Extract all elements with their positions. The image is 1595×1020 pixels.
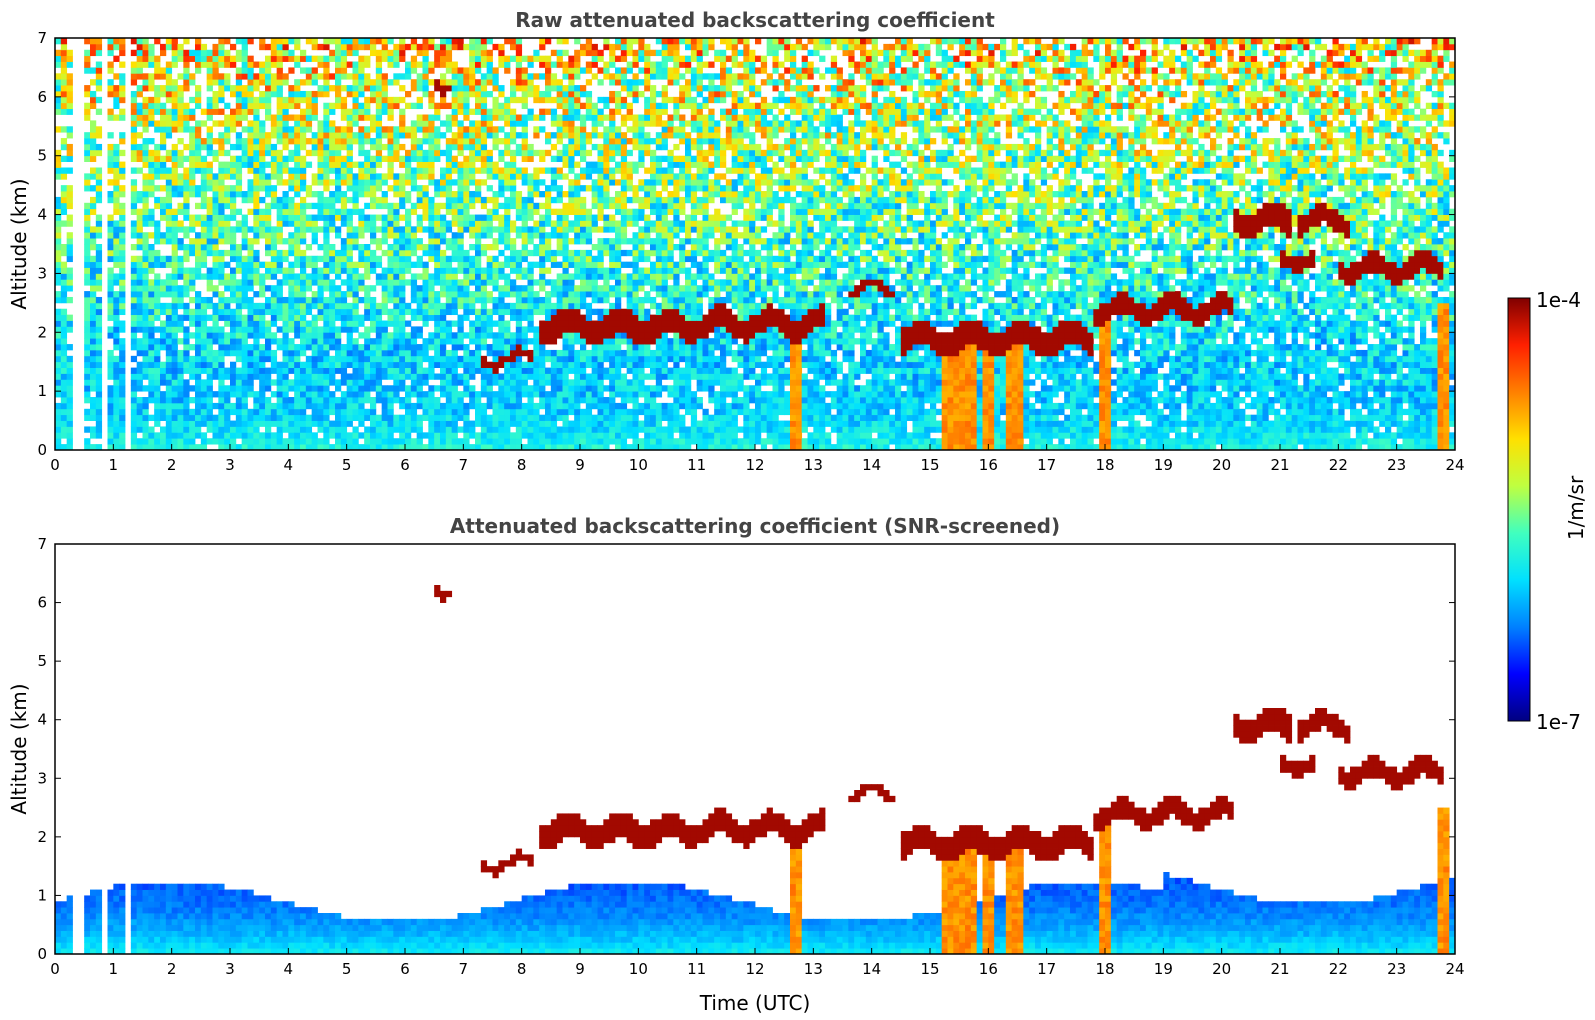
y-tick-label: 6 [37,594,47,612]
x-tick-label: 8 [517,960,527,978]
x-tick-label: 20 [1212,456,1231,474]
x-tick-label: 2 [167,960,177,978]
x-tick-label: 0 [50,456,60,474]
x-tick-label: 12 [745,456,764,474]
y-tick-label: 3 [37,264,47,282]
y-tick-label: 2 [37,828,47,846]
x-tick-label: 4 [284,960,294,978]
x-tick-label: 13 [804,456,823,474]
x-tick-label: 14 [862,960,881,978]
x-tick-label: 13 [804,960,823,978]
colorbar-unit-label: 1/m/sr [1564,475,1588,540]
x-tick-label: 14 [862,456,881,474]
x-tick-label: 2 [167,456,177,474]
x-tick-label: 10 [629,456,648,474]
y-tick-label: 7 [37,29,47,47]
panel-screened-title: Attenuated backscattering coefficient (S… [450,514,1060,538]
x-tick-label: 1 [109,960,119,978]
x-tick-label: 24 [1445,960,1464,978]
y-tick-label: 1 [37,382,47,400]
colorbar-max-label: 1e-4 [1536,288,1581,312]
x-tick-label: 18 [1095,456,1114,474]
x-tick-label: 1 [109,456,119,474]
colorbar-min-label: 1e-7 [1536,710,1581,734]
x-tick-label: 11 [687,456,706,474]
colorbar-gradient [1507,297,1531,722]
raw-y-ticks: 0 1 2 3 4 5 6 7 [37,29,1455,459]
x-tick-label: 9 [575,960,585,978]
x-tick-label: 7 [459,456,469,474]
x-tick-label: 21 [1270,456,1289,474]
x-tick-label: 17 [1037,456,1056,474]
x-tick-label: 0 [50,960,60,978]
x-tick-label: 7 [459,960,469,978]
x-tick-label: 22 [1329,456,1348,474]
x-tick-label: 4 [284,456,294,474]
colorbar: 1e-4 1e-7 1/m/sr [1507,288,1588,734]
y-tick-label: 4 [37,711,47,729]
x-tick-label: 20 [1212,960,1231,978]
y-tick-label: 1 [37,886,47,904]
x-tick-label: 3 [225,456,235,474]
screened-x-ticks: 0 1 2 3 4 5 6 7 8 9 10 11 12 13 14 15 16 17 18 19 20 21 22 23 24 [50,948,1465,978]
y-tick-label: 2 [37,323,47,341]
x-tick-label: 5 [342,960,352,978]
screened-plot-frame [54,543,1456,955]
y-tick-label: 5 [37,652,47,670]
y-tick-label: 6 [37,88,47,106]
x-tick-label: 16 [979,456,998,474]
x-tick-label: 9 [575,456,585,474]
x-tick-label: 19 [1154,960,1173,978]
x-tick-label: 21 [1270,960,1289,978]
panel-raw-title: Raw attenuated backscattering coefficien… [515,8,995,32]
x-tick-label: 17 [1037,960,1056,978]
x-tick-label: 10 [629,960,648,978]
x-tick-label: 22 [1329,960,1348,978]
y-tick-label: 4 [37,206,47,224]
screened-y-axis-label: Altitude (km) [7,683,31,814]
x-tick-label: 3 [225,960,235,978]
screened-heatmap [55,585,1455,954]
x-tick-label: 23 [1387,960,1406,978]
raw-x-ticks: 0 1 2 3 4 5 6 7 8 9 10 11 12 13 14 15 16 17 18 19 20 21 22 23 24 [50,444,1465,474]
x-tick-label: 8 [517,456,527,474]
screened-y-ticks: 0 1 2 3 4 5 6 7 [37,535,1455,963]
x-tick-label: 15 [920,960,939,978]
x-tick-label: 16 [979,960,998,978]
x-tick-label: 6 [400,960,410,978]
x-tick-label: 18 [1095,960,1114,978]
y-tick-label: 5 [37,147,47,165]
x-tick-label: 24 [1445,456,1464,474]
y-tick-label: 7 [37,535,47,553]
raw-heatmap [55,38,1455,450]
x-tick-label: 23 [1387,456,1406,474]
x-tick-label: 5 [342,456,352,474]
x-tick-label: 11 [687,960,706,978]
panel-screened: Attenuated backscattering coefficient (S… [7,514,1465,1015]
x-tick-label: 12 [745,960,764,978]
y-tick-label: 0 [37,945,47,963]
x-tick-label: 15 [920,456,939,474]
raw-y-axis-label: Altitude (km) [7,178,31,309]
x-axis-label: Time (UTC) [699,991,811,1015]
y-tick-label: 0 [37,441,47,459]
x-tick-label: 19 [1154,456,1173,474]
panel-raw: Raw attenuated backscattering coefficien… [7,8,1465,474]
x-tick-label: 6 [400,456,410,474]
y-tick-label: 3 [37,769,47,787]
